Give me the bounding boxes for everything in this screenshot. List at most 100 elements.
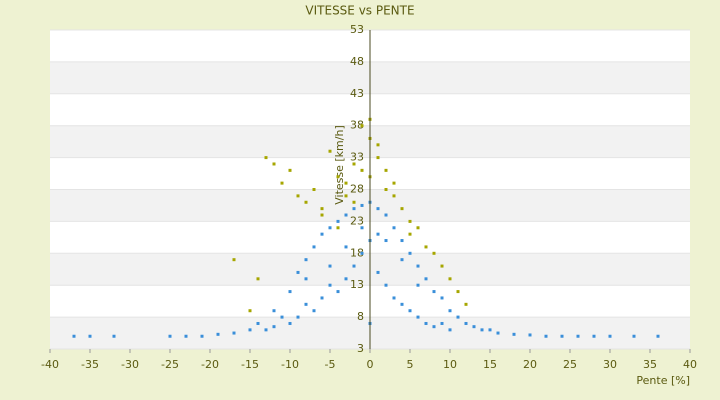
point bbox=[288, 290, 292, 294]
point bbox=[296, 194, 300, 198]
x-tick-label: -40 bbox=[41, 358, 59, 371]
point bbox=[376, 232, 380, 236]
point bbox=[200, 334, 204, 338]
point bbox=[408, 219, 412, 223]
point bbox=[416, 315, 420, 319]
x-tick-label: -15 bbox=[241, 358, 259, 371]
point bbox=[512, 332, 516, 336]
y-tick-label: 48 bbox=[350, 55, 364, 68]
point bbox=[408, 309, 412, 313]
point bbox=[344, 213, 348, 217]
point bbox=[656, 334, 660, 338]
point bbox=[304, 258, 308, 262]
point bbox=[312, 188, 316, 191]
point bbox=[352, 207, 356, 211]
point bbox=[352, 200, 356, 204]
x-tick-label: -25 bbox=[161, 358, 179, 371]
y-tick-label: 23 bbox=[350, 214, 364, 227]
point bbox=[360, 168, 364, 172]
point bbox=[440, 321, 444, 325]
point bbox=[88, 334, 92, 338]
point bbox=[464, 321, 468, 325]
point bbox=[304, 277, 308, 281]
point bbox=[400, 207, 404, 211]
point bbox=[432, 290, 436, 294]
x-tick-label: -20 bbox=[201, 358, 219, 371]
point bbox=[456, 290, 460, 294]
point bbox=[288, 168, 292, 172]
point bbox=[272, 325, 276, 329]
point bbox=[392, 181, 396, 185]
y-tick-label: 33 bbox=[350, 151, 364, 164]
x-tick-label: 35 bbox=[643, 358, 657, 371]
point bbox=[592, 334, 596, 338]
y-tick-label: 3 bbox=[357, 342, 364, 355]
point bbox=[344, 194, 348, 198]
point bbox=[392, 194, 396, 198]
y-tick-label: 43 bbox=[350, 87, 364, 100]
point bbox=[376, 156, 380, 160]
point bbox=[248, 309, 252, 313]
point bbox=[416, 283, 420, 287]
x-tick-label: 30 bbox=[603, 358, 617, 371]
point bbox=[384, 239, 388, 243]
point bbox=[400, 258, 404, 262]
point bbox=[408, 232, 412, 236]
y-tick-label: 8 bbox=[357, 310, 364, 323]
point bbox=[352, 162, 356, 166]
point bbox=[432, 325, 436, 329]
point bbox=[304, 200, 308, 204]
x-tick-label: 10 bbox=[443, 358, 457, 371]
point bbox=[608, 334, 612, 338]
x-tick-label: 5 bbox=[407, 358, 414, 371]
point bbox=[472, 325, 476, 329]
point bbox=[528, 333, 532, 337]
point bbox=[392, 226, 396, 230]
x-tick-label: -30 bbox=[121, 358, 139, 371]
point bbox=[576, 334, 580, 338]
point bbox=[272, 309, 276, 313]
point bbox=[216, 332, 220, 336]
point bbox=[360, 251, 364, 255]
point bbox=[352, 264, 356, 268]
point bbox=[184, 334, 188, 338]
point bbox=[360, 124, 364, 128]
y-tick-label: 13 bbox=[350, 278, 364, 291]
x-tick-label: 0 bbox=[367, 358, 374, 371]
point bbox=[232, 258, 236, 262]
point bbox=[560, 334, 564, 338]
point bbox=[264, 156, 268, 160]
point bbox=[344, 245, 348, 249]
point bbox=[328, 226, 332, 230]
y-tick-label: 38 bbox=[350, 119, 364, 132]
point bbox=[448, 277, 452, 281]
point bbox=[376, 207, 380, 211]
point bbox=[416, 226, 420, 230]
point bbox=[264, 328, 268, 332]
point bbox=[448, 309, 452, 313]
point bbox=[320, 207, 324, 211]
point bbox=[400, 302, 404, 306]
point bbox=[168, 334, 172, 338]
point bbox=[320, 296, 324, 300]
x-axis-label: Pente [%] bbox=[636, 374, 690, 387]
point bbox=[256, 277, 260, 281]
point bbox=[424, 277, 428, 281]
y-axis-label: Vitesse [km/h] bbox=[333, 125, 346, 205]
x-tick-label: -35 bbox=[81, 358, 99, 371]
point bbox=[464, 302, 468, 306]
x-tick-label: 25 bbox=[563, 358, 577, 371]
point bbox=[320, 232, 324, 236]
point bbox=[440, 264, 444, 268]
x-tick-label: -10 bbox=[281, 358, 299, 371]
point bbox=[280, 315, 284, 319]
point bbox=[424, 321, 428, 325]
point bbox=[320, 213, 324, 217]
point bbox=[408, 251, 412, 255]
point bbox=[72, 334, 76, 338]
y-tick-label: 28 bbox=[350, 183, 364, 196]
point bbox=[336, 290, 340, 294]
point bbox=[344, 277, 348, 281]
point bbox=[248, 328, 252, 332]
